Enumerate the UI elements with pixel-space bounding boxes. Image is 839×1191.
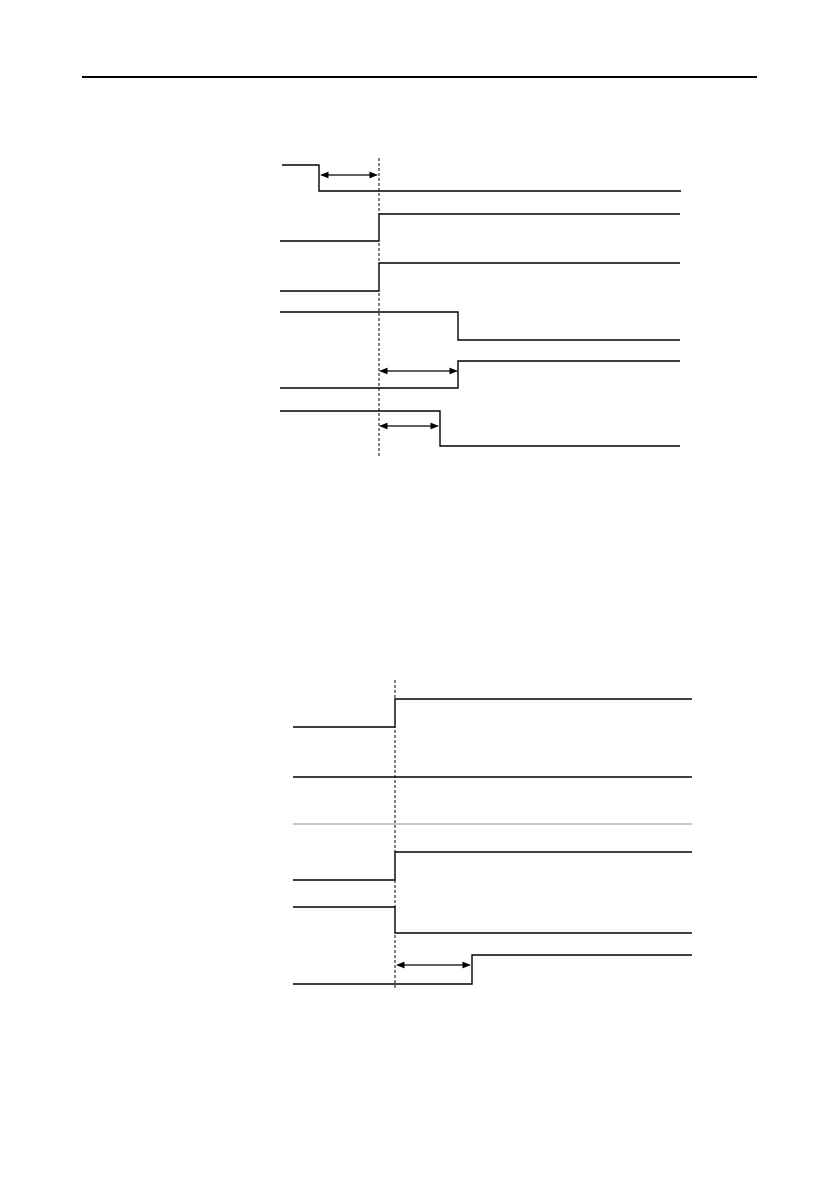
signal-4 — [293, 851, 692, 881]
signal-5 — [293, 906, 692, 934]
signal-6 — [280, 410, 680, 447]
signal-1 — [293, 698, 692, 728]
header-rule — [82, 76, 757, 78]
signal-2 — [280, 213, 680, 242]
signal-3 — [280, 262, 680, 292]
timing-diagram-2 — [293, 680, 692, 988]
signal-1 — [282, 164, 681, 192]
signal-4 — [280, 311, 680, 341]
signal-6 — [293, 954, 692, 985]
timing-diagram-1 — [280, 158, 681, 456]
signal-5 — [280, 360, 680, 389]
